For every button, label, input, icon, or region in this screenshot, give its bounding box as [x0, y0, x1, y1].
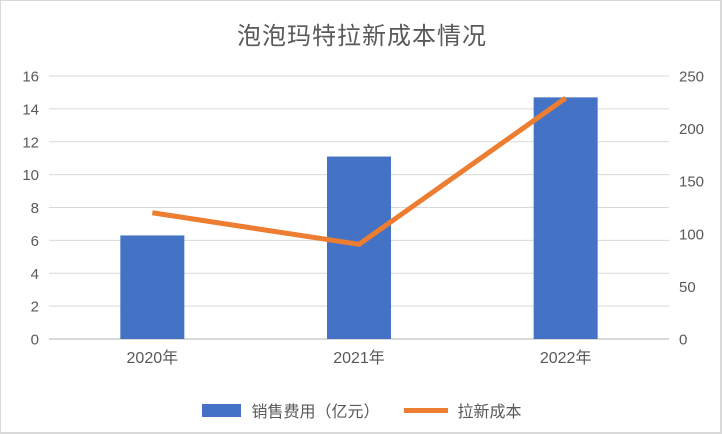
left-axis-tick-label: 12: [22, 134, 39, 151]
left-axis-tick-label: 4: [31, 266, 39, 283]
right-axis-tick-label: 250: [679, 69, 704, 86]
left-axis-tick-label: 0: [31, 332, 39, 349]
left-axis-tick-label: 10: [22, 167, 39, 184]
legend-label-sales-expense: 销售费用（亿元）: [251, 404, 380, 421]
left-axis-tick-label: 14: [22, 101, 39, 118]
left-axis-tick-label: 6: [31, 233, 39, 250]
legend-line-swatch-icon: [403, 407, 448, 413]
right-axis-tick-label: 100: [679, 226, 704, 243]
left-axis-tick-label: 2: [31, 299, 39, 316]
right-axis-tick-label: 50: [679, 279, 696, 296]
left-axis-tick-label: 16: [22, 69, 39, 86]
chart-title: 泡泡玛特拉新成本情况: [237, 23, 487, 50]
x-axis-category-label: 2021年: [333, 349, 385, 367]
legend-bar-swatch-icon: [202, 403, 242, 417]
right-axis-tick-label: 0: [679, 332, 687, 349]
line-acquisition-cost: [151, 96, 568, 247]
bar-sales-expense: [120, 235, 185, 339]
legend-label-acquisition-cost: 拉新成本: [457, 404, 522, 421]
right-axis-tick-label: 150: [679, 174, 704, 191]
x-axis-category-label: 2020年: [127, 349, 179, 367]
left-axis-tick-label: 8: [31, 200, 39, 217]
bar-sales-expense: [327, 156, 391, 339]
x-axis-category-label: 2022年: [540, 349, 592, 367]
bar-sales-expense: [533, 97, 598, 340]
chart-legend: 销售费用（亿元） 拉新成本: [1, 398, 720, 422]
right-axis-tick-label: 200: [679, 121, 704, 138]
